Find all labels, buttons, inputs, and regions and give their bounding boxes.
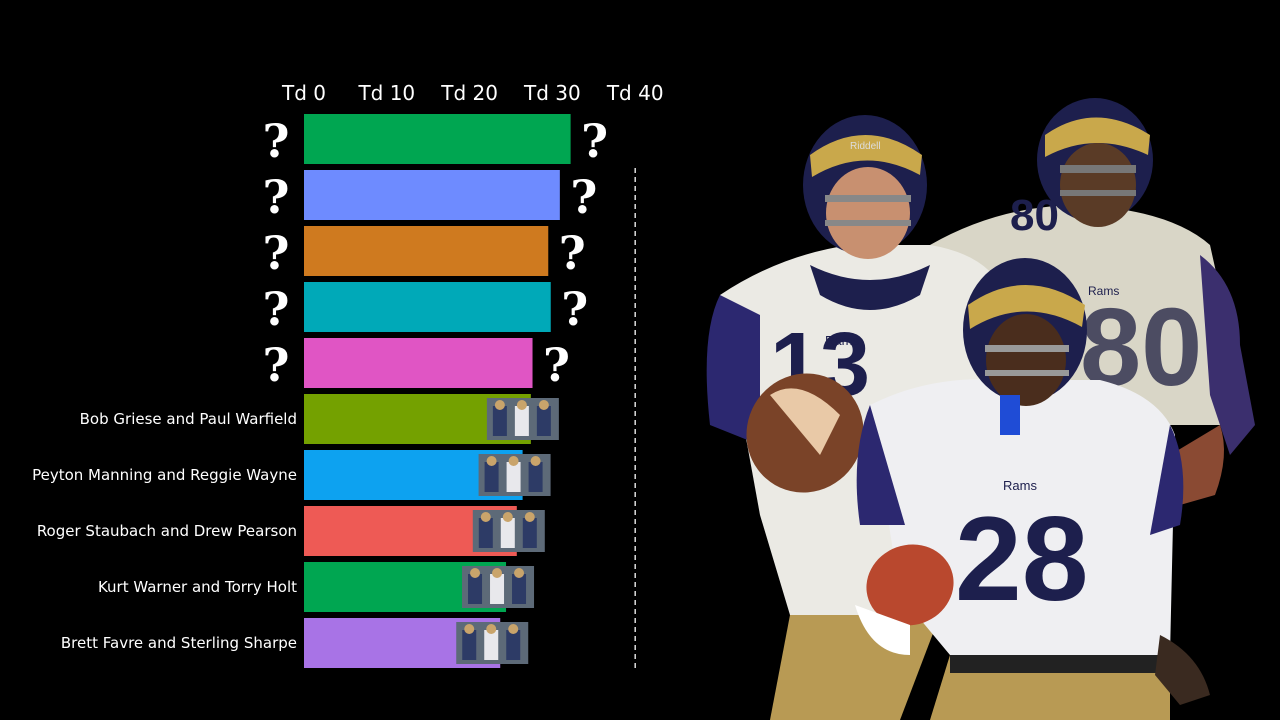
bar: [304, 114, 571, 164]
x-tick-label: Td 10: [357, 81, 415, 105]
players-illustration: 80 80 Rams Riddell 13 Rams 28 Rams: [706, 98, 1255, 720]
team-mark-13: Rams: [825, 333, 859, 348]
jersey-number-28: 28: [955, 492, 1088, 626]
helmet-brand-text: Riddell: [850, 141, 881, 152]
player-28: 28 Rams: [855, 258, 1210, 720]
x-tick-label: Td 20: [440, 81, 498, 105]
bar: [304, 170, 560, 220]
bar: [304, 226, 549, 276]
hidden-label-question-mark: ?: [263, 282, 290, 336]
team-mark-28: Rams: [1003, 478, 1037, 493]
hidden-image-question-mark: ?: [581, 114, 608, 168]
bar-category-label: Brett Favre and Sterling Sharpe: [61, 634, 297, 652]
player-photo-thumbnail: [486, 398, 559, 440]
bar-category-label: Kurt Warner and Torry Holt: [98, 578, 297, 596]
hidden-image-question-mark: ?: [570, 170, 597, 224]
player-photo-thumbnail: [462, 566, 535, 608]
bar-category-label: Roger Staubach and Drew Pearson: [37, 522, 297, 540]
hidden-image-question-mark: ?: [561, 282, 588, 336]
player-photo-thumbnail: [478, 454, 551, 496]
hidden-label-question-mark: ?: [263, 338, 290, 392]
team-mark-80: Rams: [1088, 284, 1119, 298]
bar-chart: Td 0 Td 10 Td 20 Td 30 Td 40 ????????? ? Bob G…: [32, 81, 664, 668]
hidden-label-question-mark: ?: [263, 226, 290, 280]
player-photo-thumbnail: [472, 510, 545, 552]
bar: [304, 338, 533, 388]
player-photo-thumbnail: [456, 622, 529, 664]
hidden-image-question-mark: ?: [559, 226, 586, 280]
bar-category-label: Peyton Manning and Reggie Wayne: [32, 466, 297, 484]
x-tick-label: Td 30: [523, 81, 581, 105]
jersey-number-80: 80: [1010, 191, 1059, 240]
x-tick-label: Td 40: [606, 81, 664, 105]
bar-series: ????????? ? Bob Griese and Paul Warfield Pe…: [32, 114, 608, 668]
hidden-image-question-mark: ?: [543, 338, 570, 392]
x-tick-label: Td 0: [281, 81, 326, 105]
bar: [304, 282, 551, 332]
hidden-label-question-mark: ?: [263, 170, 290, 224]
hidden-label-question-mark: ?: [263, 114, 290, 168]
bar-category-label: Bob Griese and Paul Warfield: [80, 410, 297, 428]
x-axis-ticks: Td 0 Td 10 Td 20 Td 30 Td 40: [281, 81, 664, 105]
